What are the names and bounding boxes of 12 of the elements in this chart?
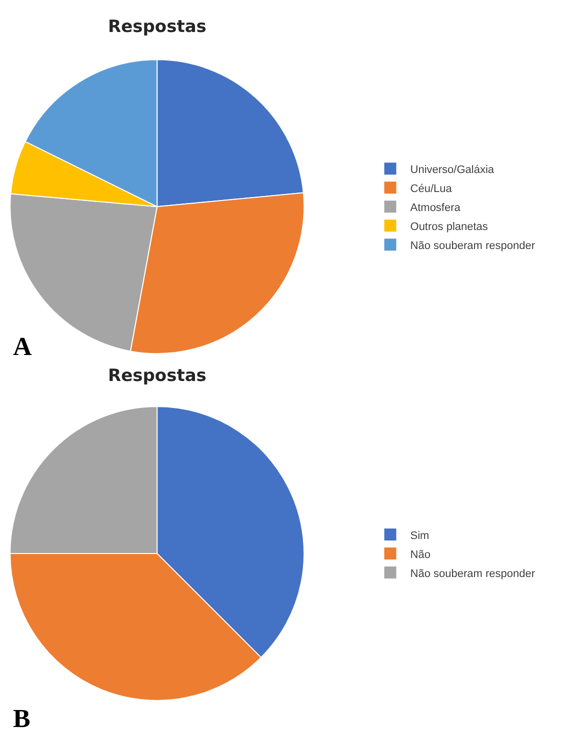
- legend-label: Atmosfera: [410, 202, 462, 214]
- legend-label: Não souberam responder: [410, 240, 536, 252]
- chart-title: Respostas: [108, 366, 206, 386]
- legend-label: Outros planetas: [410, 220, 488, 233]
- legend-label: Céu/Lua: [410, 182, 453, 195]
- text: A: [13, 332, 32, 361]
- legend-label: Sim: [410, 530, 430, 542]
- legend-label: Não: [410, 548, 430, 561]
- chart-title: Respostas: [108, 17, 206, 37]
- text: B: [13, 704, 30, 733]
- legend-label: Universo/Galáxia: [410, 164, 495, 176]
- legend-label: Não souberam responder: [410, 568, 536, 580]
